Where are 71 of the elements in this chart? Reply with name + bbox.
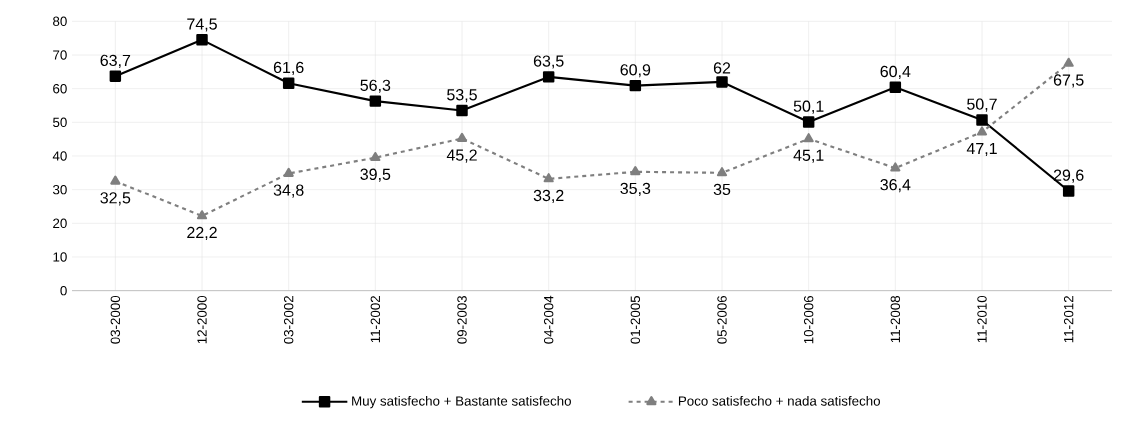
- data-label: 47,1: [966, 143, 997, 157]
- point: [196, 210, 208, 220]
- data-label: 39,5: [360, 168, 391, 182]
- data-label: 34,8: [273, 184, 304, 198]
- point: [889, 81, 902, 94]
- x-tick-label: 04-2004: [543, 295, 554, 344]
- point: [369, 95, 382, 107]
- x-tick-label: 01-2005: [630, 295, 641, 344]
- x-tick-label: 03-2002: [283, 296, 294, 344]
- point: [1062, 185, 1075, 197]
- data-label: 60,4: [880, 65, 911, 80]
- data-label: 63,7: [100, 54, 131, 68]
- x-tick-label: 12-2000: [197, 295, 207, 344]
- data-label: 56,3: [360, 79, 391, 93]
- data-label: 61,6: [273, 61, 304, 76]
- x-tick-label: 11-2012: [1063, 296, 1074, 343]
- data-label: 74,5: [187, 18, 217, 32]
- x-tick-label: 11-2008: [890, 295, 901, 343]
- data-label: 50,7: [967, 98, 997, 112]
- y-tick-label: 30: [52, 184, 67, 195]
- data-label: 50,1: [793, 100, 824, 114]
- point: [802, 116, 815, 128]
- point: [456, 132, 468, 142]
- point: [716, 167, 728, 177]
- point: [629, 79, 642, 92]
- point: [109, 70, 122, 82]
- data-label: 45,1: [793, 149, 824, 163]
- x-tick-label: 10-2006: [803, 295, 814, 344]
- data-label: 45,2: [446, 149, 477, 163]
- point: [890, 162, 901, 172]
- point: [716, 76, 728, 88]
- point: [370, 151, 381, 162]
- x-tick-label: 09-2003: [457, 295, 467, 344]
- y-tick-label: 40: [52, 151, 67, 161]
- point: [110, 175, 121, 185]
- point: [976, 126, 988, 136]
- point: [976, 114, 988, 126]
- point: [283, 167, 294, 177]
- point: [543, 173, 554, 183]
- data-label: 53,5: [447, 89, 477, 103]
- data-label: 35: [713, 183, 731, 196]
- data-label: 33,2: [533, 189, 564, 204]
- y-tick-label: 20: [53, 218, 67, 229]
- legend-label: Poco satisfecho + nada satisfecho: [678, 395, 881, 406]
- data-label: 60,9: [620, 64, 651, 78]
- y-tick-label: 50: [53, 117, 67, 128]
- x-tick-label: 11-2010: [977, 295, 987, 343]
- point: [456, 104, 468, 117]
- data-label: 36,4: [880, 179, 911, 193]
- data-label: 32,5: [100, 192, 131, 206]
- data-label: 35,3: [620, 182, 651, 196]
- data-label: 62: [713, 62, 731, 74]
- legend-label: Muy satisfecho + Bastante satisfecho: [352, 395, 571, 409]
- y-tick-label: 70: [53, 50, 67, 60]
- y-tick-label: 60: [53, 83, 67, 94]
- y-tick-label: 0: [60, 285, 67, 296]
- point: [282, 77, 295, 90]
- x-tick-label: 03-2000: [110, 295, 121, 344]
- point: [630, 166, 641, 176]
- y-tick-label: 80: [53, 16, 67, 27]
- point: [803, 133, 814, 143]
- data-label: 63,5: [533, 55, 564, 69]
- data-label: 22,2: [187, 226, 217, 241]
- y-tick-label: 10: [53, 252, 67, 262]
- point: [196, 34, 208, 46]
- point: [1063, 57, 1074, 67]
- data-label: 67,5: [1053, 74, 1084, 88]
- x-tick-label: 11-2002: [370, 296, 381, 343]
- x-tick-label: 05-2006: [717, 295, 727, 344]
- data-label: 29,6: [1053, 169, 1084, 183]
- point: [542, 71, 555, 83]
